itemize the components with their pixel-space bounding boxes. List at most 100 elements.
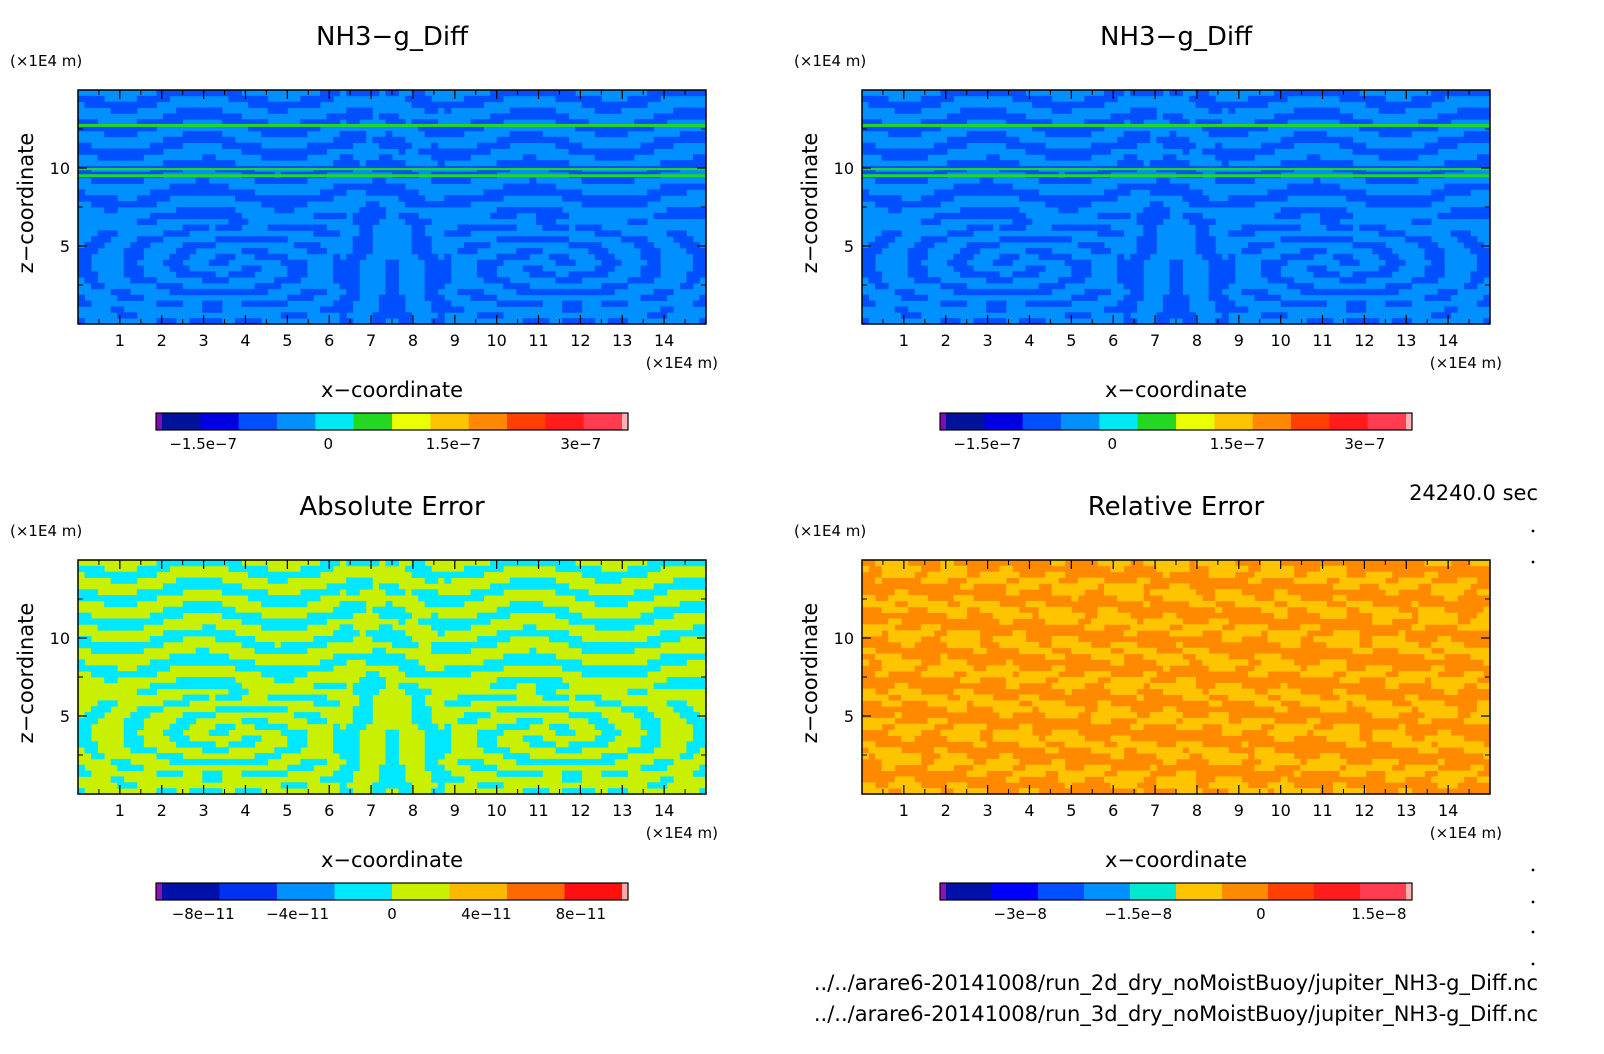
- x-tick-label: 10: [486, 331, 506, 350]
- x-tick-label: 4: [1024, 331, 1034, 350]
- y-axis-label: z−coordinate: [798, 603, 822, 744]
- y-axis-unit: (×1E4 m): [794, 52, 866, 70]
- chart-title: NH3−g_Diff: [316, 22, 469, 52]
- colorbar-tick-label: 1.5e−8: [1351, 905, 1406, 923]
- colorbar-tick-label: 3e−7: [560, 435, 601, 453]
- colorbar-swatch: [1329, 413, 1368, 430]
- y-axis-label: z−coordinate: [798, 133, 822, 274]
- field-band: [78, 174, 706, 178]
- field-band: [862, 123, 1490, 127]
- field-band: [862, 174, 1490, 178]
- colorbar-swatch: [984, 413, 1023, 430]
- colorbar-swatch: [392, 883, 450, 900]
- x-tick-label: 10: [1270, 801, 1290, 820]
- x-tick-label: 1: [115, 331, 125, 350]
- x-tick-label: 5: [282, 801, 292, 820]
- x-tick-label: 13: [612, 801, 632, 820]
- chart-title: Absolute Error: [299, 492, 485, 522]
- x-tick-label: 6: [324, 801, 334, 820]
- colorbar-tick-label: 3e−7: [1344, 435, 1385, 453]
- y-axis-unit: (×1E4 m): [794, 522, 866, 540]
- x-tick-label: 13: [612, 331, 632, 350]
- x-tick-label: 3: [983, 331, 993, 350]
- field-band: [862, 166, 1490, 169]
- x-tick-label: 6: [324, 331, 334, 350]
- y-tick-label: 5: [60, 237, 70, 256]
- colorbar-swatch: [1137, 413, 1177, 430]
- colorbar-tick-label: 0: [1256, 905, 1266, 923]
- field-band: [78, 166, 706, 169]
- x-tick-label: 1: [899, 801, 909, 820]
- colorbar-swatch: [1099, 413, 1138, 430]
- colorbar-frame: [939, 882, 1413, 901]
- colorbar-swatch: [946, 413, 985, 430]
- colorbar-swatch: [507, 883, 565, 900]
- colorbar-swatch: [1176, 883, 1223, 900]
- x-tick-label: 5: [282, 331, 292, 350]
- field-band: [78, 123, 706, 127]
- field-pattern: [78, 560, 706, 794]
- colorbar-tick-label: −1.5e−7: [953, 435, 1021, 453]
- x-tick-label: 2: [941, 801, 951, 820]
- x-tick-label: 1: [899, 331, 909, 350]
- colorbar-tick-label: −8e−11: [172, 905, 235, 923]
- colorbar-swatch: [353, 413, 393, 430]
- colorbar-swatch: [1022, 413, 1062, 430]
- x-tick-label: 2: [941, 331, 951, 350]
- colorbar-swatch: [156, 413, 163, 430]
- x-tick-label: 12: [570, 801, 590, 820]
- x-tick-label: 3: [199, 331, 209, 350]
- x-tick-label: 14: [1438, 801, 1458, 820]
- x-axis-unit: (×1E4 m): [646, 824, 718, 842]
- x-tick-label: 9: [450, 331, 460, 350]
- colorbar-swatch: [1222, 883, 1269, 900]
- colorbar-swatch: [507, 413, 546, 430]
- colorbar-swatch: [277, 413, 316, 430]
- x-tick-label: 11: [1312, 331, 1332, 350]
- field-pattern: [78, 90, 706, 324]
- colorbar-swatch: [392, 413, 431, 430]
- panel-nh3-diff-3d: NH3−g_Diff(×1E4 m)1 2 3 4 5 6 7 8 9 10 11 12 13 14510…: [794, 22, 1502, 453]
- colorbar-swatch: [940, 413, 947, 430]
- x-tick-label: 3: [983, 801, 993, 820]
- colorbar-tick-label: 0: [324, 435, 334, 453]
- colorbar-tick-label: 1.5e−7: [426, 435, 481, 453]
- chart-title: Relative Error: [1088, 492, 1265, 522]
- colorbar-swatch: [622, 413, 629, 430]
- x-tick-label: 4: [240, 331, 250, 350]
- colorbar-swatch: [238, 413, 278, 430]
- y-axis-unit: (×1E4 m): [10, 522, 82, 540]
- x-tick-label: 7: [366, 801, 376, 820]
- x-tick-label: 12: [1354, 331, 1374, 350]
- colorbar-swatch: [449, 883, 508, 900]
- x-tick-label: 5: [1066, 331, 1076, 350]
- x-tick-label: 10: [1270, 331, 1290, 350]
- x-tick-label: 12: [570, 331, 590, 350]
- x-tick-label: 8: [1192, 801, 1202, 820]
- colorbar-frame: [155, 882, 629, 901]
- colorbar: −1.5e−7 0 1.5e−7 3e−7: [155, 412, 629, 453]
- colorbar-frame: [155, 412, 629, 431]
- y-tick-label: 5: [844, 237, 854, 256]
- field-pattern: [862, 90, 1490, 324]
- x-tick-label: 14: [1438, 331, 1458, 350]
- x-tick-label: 11: [1312, 801, 1332, 820]
- x-tick-label: 2: [157, 801, 167, 820]
- file-path-2d: ../../arare6-20141008/run_2d_dry_noMoist…: [814, 971, 1538, 996]
- colorbar-swatch: [162, 413, 201, 430]
- colorbar-swatch: [1130, 883, 1177, 900]
- colorbar-swatch: [1176, 413, 1215, 430]
- colorbar-swatch: [200, 413, 239, 430]
- colorbar-swatch: [1061, 413, 1100, 430]
- colorbar-swatch: [1084, 883, 1131, 900]
- x-tick-label: 9: [1234, 801, 1244, 820]
- x-tick-label: 6: [1108, 331, 1118, 350]
- x-axis-label: x−coordinate: [1105, 378, 1247, 402]
- colorbar-swatch: [334, 883, 393, 900]
- y-axis-label: z−coordinate: [14, 133, 38, 274]
- x-tick-label: 9: [1234, 331, 1244, 350]
- colorbar-swatch: [1214, 413, 1253, 430]
- colorbar-tick-label: −4e−11: [266, 905, 329, 923]
- colorbar-swatch: [622, 883, 629, 900]
